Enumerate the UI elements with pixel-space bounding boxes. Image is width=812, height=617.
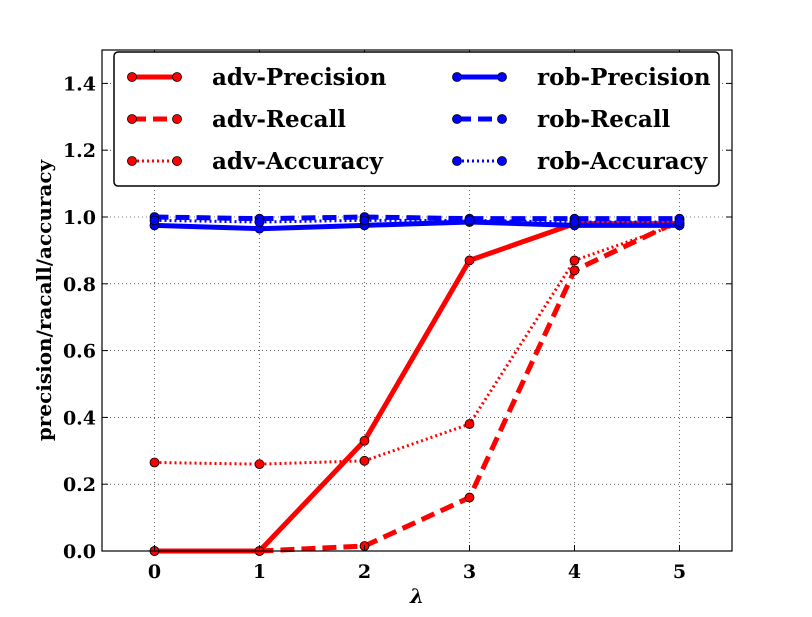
legend-entry: adv-Accuracy — [127, 148, 383, 175]
x-tick-label: 0 — [148, 561, 161, 583]
legend-marker — [172, 114, 182, 124]
data-point — [359, 455, 370, 466]
series-line — [154, 222, 680, 466]
legend-marker — [497, 72, 507, 82]
series-line — [154, 219, 680, 232]
series-rob-Accuracy — [149, 215, 685, 227]
legend-marker — [127, 72, 137, 82]
legend-marker — [497, 156, 507, 166]
legend-marker — [127, 156, 137, 166]
legend-marker — [452, 72, 462, 82]
y-tick-label: 0.4 — [63, 407, 96, 429]
y-tick-label: 0.2 — [63, 474, 96, 496]
legend-marker — [452, 156, 462, 166]
data-point — [359, 435, 370, 446]
x-tick-label: 1 — [253, 561, 266, 583]
legend-box — [113, 51, 720, 187]
legend-entry: adv-Precision — [127, 64, 387, 91]
x-tick-label: 2 — [358, 561, 371, 583]
y-tick-label: 1.0 — [63, 207, 96, 229]
y-axis-label: precision/racall/accuracy — [32, 158, 56, 441]
series-adv-Accuracy — [149, 218, 685, 470]
y-tick-label: 1.2 — [63, 140, 96, 162]
data-point — [359, 215, 370, 226]
data-point — [149, 457, 160, 468]
legend-label: rob-Recall — [537, 106, 670, 133]
legend-entry: rob-Precision — [452, 64, 711, 91]
y-tick-label: 0.6 — [63, 341, 96, 363]
data-point — [464, 255, 475, 266]
data-point — [569, 255, 580, 266]
x-axis-label: λ — [409, 584, 424, 608]
y-tick-label: 0.0 — [63, 541, 96, 563]
y-tick-label: 0.8 — [63, 274, 96, 296]
legend-marker — [172, 156, 182, 166]
x-tick-label: 4 — [568, 561, 581, 583]
x-tick-label: 5 — [673, 561, 686, 583]
legend-entry: adv-Recall — [127, 106, 346, 133]
legend-label: adv-Precision — [212, 64, 387, 91]
legend-entry: rob-Recall — [452, 106, 670, 133]
x-tick-label: 3 — [463, 561, 476, 583]
legend-entry: rob-Accuracy — [452, 148, 708, 175]
legend-marker — [127, 114, 137, 124]
legend-label: rob-Accuracy — [537, 148, 708, 175]
y-tick-label: 1.4 — [63, 73, 96, 95]
data-point — [569, 265, 580, 276]
legend-label: rob-Precision — [537, 64, 711, 91]
legend-marker — [497, 114, 507, 124]
legend-marker — [172, 72, 182, 82]
data-point — [254, 217, 265, 227]
data-point — [464, 492, 475, 503]
data-point — [569, 217, 580, 227]
legend-marker — [452, 114, 462, 124]
legend-label: adv-Accuracy — [212, 148, 383, 175]
data-point — [674, 217, 685, 227]
plot-frame — [101, 49, 733, 552]
legend: adv-Precision adv-Recall adv-Accuracy rob-P… — [113, 51, 720, 187]
series-line — [154, 214, 680, 222]
data-point — [464, 215, 475, 226]
legend-label: adv-Recall — [212, 106, 346, 133]
data-point — [254, 459, 265, 470]
data-point — [149, 215, 160, 226]
data-point — [464, 419, 475, 429]
